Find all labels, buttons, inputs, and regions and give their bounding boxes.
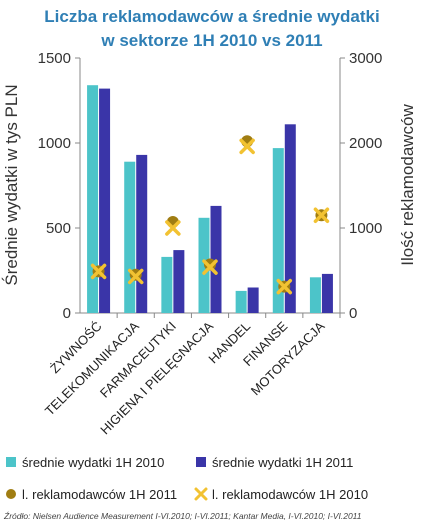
category-labels: ŻYWNOŚĆTELEKOMUNIKACJAFARMACEUTYKIHIGIEN… — [42, 318, 328, 437]
bar — [124, 161, 136, 313]
bar — [99, 88, 111, 313]
marker-x — [165, 220, 181, 236]
left-tick-label: 0 — [63, 305, 71, 322]
source-note: Źródło: Nielsen Audience Measurement I-V… — [3, 511, 362, 521]
marker-x — [90, 263, 107, 280]
marker-x — [127, 268, 144, 285]
legend-swatch — [196, 457, 206, 467]
legend-label: średnie wydatki 1H 2010 — [22, 455, 164, 470]
bar — [161, 256, 173, 313]
legend-label: średnie wydatki 1H 2011 — [212, 455, 353, 470]
left-axis-title: Średnie wydatki w tys PLN — [2, 84, 21, 285]
chart-title-line1: Liczba reklamodawców a średnie wydatki — [44, 7, 379, 26]
bar — [198, 217, 210, 313]
marker-x — [239, 138, 255, 155]
right-tick-label: 3000 — [349, 50, 382, 67]
right-axis-title: Ilość reklamodawców — [398, 104, 417, 266]
left-axis-ticks: 0 500 1000 1500 — [38, 50, 80, 322]
bar — [247, 287, 259, 313]
bar — [272, 148, 284, 313]
legend-swatch — [6, 457, 16, 467]
bar — [284, 124, 296, 313]
left-tick-label: 1500 — [38, 50, 71, 67]
bar — [321, 273, 333, 313]
bar — [136, 154, 148, 313]
bar — [173, 250, 185, 313]
bar — [235, 290, 247, 313]
legend-label: l. reklamodawców 1H 2011 — [22, 487, 177, 502]
marker-x — [276, 278, 293, 295]
bar — [309, 277, 321, 313]
marker-x — [202, 259, 218, 275]
legend: średnie wydatki 1H 2010 średnie wydatki 1… — [6, 455, 368, 502]
right-axis-ticks: 0 1000 2000 3000 — [340, 50, 382, 322]
right-tick-label: 0 — [349, 305, 357, 322]
legend-swatch — [6, 489, 16, 499]
legend-swatch — [194, 487, 208, 501]
marker-x — [313, 207, 330, 223]
axes — [79, 58, 341, 318]
chart-title-line2: w sektorze 1H 2010 vs 2011 — [100, 31, 322, 50]
markers — [90, 135, 330, 295]
marker-circle — [204, 258, 216, 271]
legend-label: l. reklamodawców 1H 2010 — [212, 487, 368, 502]
left-tick-label: 1000 — [38, 135, 71, 152]
bar — [87, 85, 99, 313]
bars — [87, 85, 333, 313]
right-tick-label: 1000 — [349, 220, 382, 237]
right-tick-label: 2000 — [349, 135, 382, 152]
left-tick-label: 500 — [46, 220, 71, 237]
